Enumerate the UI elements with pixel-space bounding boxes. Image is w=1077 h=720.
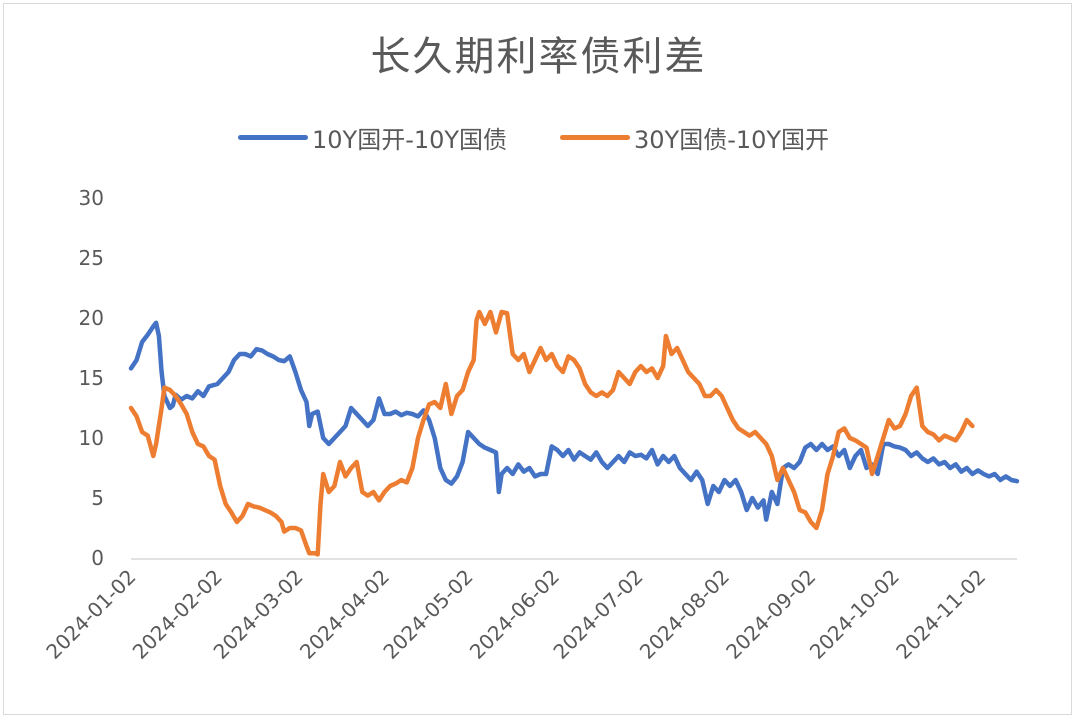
x-tick-label: 2024-11-02: [891, 565, 990, 664]
y-tick-label: 30: [79, 186, 104, 210]
legend-item-series-1: 10Y国开-10Y国债: [238, 120, 507, 155]
chart-title: 长久期利率债利差: [370, 34, 707, 80]
series-lines: [128, 309, 1020, 557]
legend-swatch-series-1: [238, 135, 308, 140]
y-tick-label: 25: [79, 246, 104, 270]
x-tick-label: 2024-04-02: [295, 565, 394, 664]
series-line-1: [128, 320, 1020, 522]
x-tick-label: 2024-10-02: [805, 565, 904, 664]
x-tick-label: 2024-01-02: [41, 565, 140, 664]
y-tick-label: 15: [79, 366, 104, 390]
x-tick-label: 2024-05-02: [379, 565, 478, 664]
y-axis: 30 25 20 15 10 5 0: [79, 186, 104, 570]
legend-label-series-1: 10Y国开-10Y国债: [312, 126, 508, 154]
legend-item-series-2: 30Y国债-10Y国开: [560, 120, 829, 155]
legend-swatch-series-2: [560, 135, 630, 140]
chart-legend: 10Y国开-10Y国债 30Y国债-10Y国开: [0, 120, 1077, 154]
series-line-2: [128, 309, 975, 557]
y-tick-label: 20: [79, 306, 104, 330]
x-tick-label: 2024-08-02: [635, 565, 734, 664]
y-tick-label: 0: [91, 546, 104, 570]
x-tick-label: 2024-07-02: [548, 565, 647, 664]
y-tick-label: 5: [91, 486, 104, 510]
legend-label-series-2: 30Y国债-10Y国开: [634, 126, 830, 154]
x-axis: 2024-01-022024-02-022024-03-022024-04-02…: [41, 565, 990, 664]
y-tick-label: 10: [79, 426, 104, 450]
